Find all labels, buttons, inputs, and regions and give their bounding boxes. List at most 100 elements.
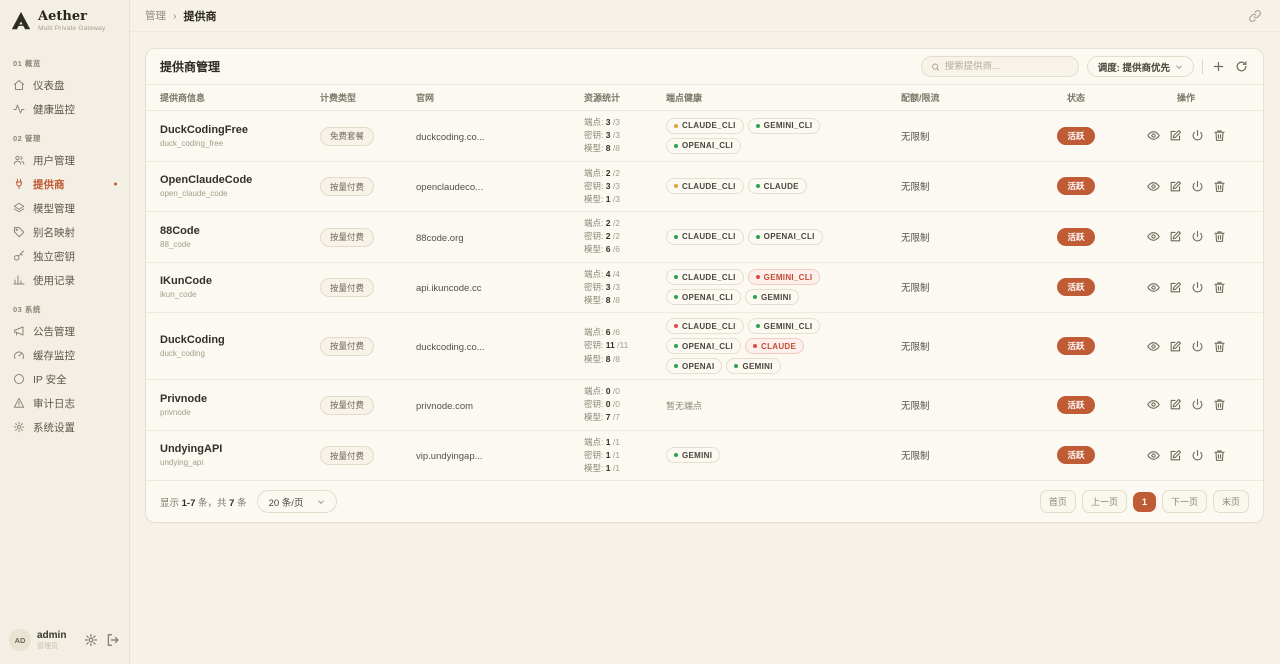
status-dot-green	[674, 364, 678, 369]
power-icon	[1191, 449, 1204, 462]
sidebar-item-model-management[interactable]: 模型管理	[0, 196, 129, 220]
sidebar-item-usage-records[interactable]: 使用记录	[0, 268, 129, 292]
search-input[interactable]	[944, 61, 1069, 72]
sidebar-item-ip-security[interactable]: IP 安全	[0, 367, 129, 391]
power-icon	[1191, 398, 1204, 411]
sidebar-item-announcements[interactable]: 公告管理	[0, 319, 129, 343]
toggle-power-button[interactable]	[1191, 281, 1204, 294]
sidebar-item-standalone-keys[interactable]: 独立密钥	[0, 244, 129, 268]
header-link-button[interactable]	[1248, 9, 1262, 23]
results-summary: 显示 1-7 条，共 7 条	[160, 497, 247, 509]
provider-name: 88Code	[160, 224, 200, 237]
endpoint-health-cell: CLAUDE_CLI GEMINI_CLI OPENAI_CLI	[666, 117, 901, 154]
status-cell: 活跃	[1031, 395, 1121, 414]
view-button[interactable]	[1146, 340, 1160, 353]
pagination-first-button[interactable]: 首页	[1039, 490, 1076, 514]
pagination-prev-button[interactable]: 上一页	[1081, 490, 1127, 514]
provider-info-cell: DuckCodingFree duck_coding_free	[160, 124, 320, 148]
endpoint-health-cell: CLAUDE_CLI GEMINI_CLI OPENAI_CLI CLAUDE OPEN…	[666, 318, 901, 375]
breadcrumb-parent[interactable]: 管理	[145, 10, 166, 22]
pagination-page-1-button[interactable]: 1	[1132, 491, 1156, 512]
toolbar-divider	[1202, 59, 1203, 74]
edit-button[interactable]	[1169, 340, 1182, 353]
health-badge: OPENAI_CLI	[666, 137, 742, 154]
key-icon	[13, 250, 25, 262]
edit-icon	[1169, 281, 1182, 294]
table-body: DuckCodingFree duck_coding_free 免费套餐 duckco…	[146, 111, 1263, 480]
link-icon	[1248, 9, 1262, 23]
edit-button[interactable]	[1169, 449, 1182, 462]
toggle-power-button[interactable]	[1191, 230, 1204, 243]
toggle-power-button[interactable]	[1191, 129, 1204, 142]
schedule-mode-dropdown[interactable]: 调度: 提供商优先	[1086, 56, 1194, 77]
refresh-button[interactable]	[1234, 59, 1249, 74]
toggle-power-button[interactable]	[1191, 398, 1204, 411]
billing-badge: 按量付费	[320, 278, 375, 298]
refresh-icon	[1235, 60, 1248, 73]
delete-button[interactable]	[1213, 230, 1226, 243]
sidebar-item-health-monitor[interactable]: 健康监控	[0, 97, 129, 121]
table-row: IKunCode ikun_code 按量付费 api.ikuncode.cc 端点: …	[146, 263, 1263, 314]
edit-button[interactable]	[1169, 281, 1182, 294]
delete-button[interactable]	[1213, 449, 1226, 462]
page-size-select[interactable]: 20 条/页	[256, 490, 338, 514]
delete-button[interactable]	[1213, 281, 1226, 294]
delete-button[interactable]	[1213, 129, 1226, 142]
edit-button[interactable]	[1169, 398, 1182, 411]
quota-text: 无限制	[901, 283, 930, 295]
search-box[interactable]	[920, 56, 1079, 77]
delete-button[interactable]	[1213, 398, 1226, 411]
status-cell: 活跃	[1031, 446, 1121, 465]
sidebar-item-alias-mapping[interactable]: 别名映射	[0, 220, 129, 244]
gear-icon	[13, 421, 25, 433]
trash-icon	[1213, 449, 1226, 462]
sidebar-item-label: 审计日志	[33, 397, 75, 410]
add-provider-button[interactable]	[1211, 59, 1226, 74]
view-button[interactable]	[1146, 281, 1160, 294]
quota-text: 无限制	[901, 182, 930, 194]
status-dot-red	[753, 344, 758, 349]
sidebar-item-user-management[interactable]: 用户管理	[0, 148, 129, 172]
sidebar-item-audit-logs[interactable]: 审计日志	[0, 391, 129, 415]
main-area: 管理 › 提供商 提供商管理 调度: 提供商优先	[130, 0, 1280, 664]
sidebar-item-cache-monitor[interactable]: 缓存监控	[0, 343, 129, 367]
stat-line: 模型: 8 /8	[584, 143, 620, 154]
resource-stats-cell: 端点: 2 /2 密钥: 3 /3 模型: 1 /3	[584, 167, 666, 207]
eye-icon	[1146, 449, 1160, 462]
logout-button[interactable]	[106, 633, 120, 647]
view-button[interactable]	[1146, 398, 1160, 411]
toggle-power-button[interactable]	[1191, 449, 1204, 462]
toggle-power-button[interactable]	[1191, 180, 1204, 193]
provider-name: Privnode	[160, 392, 208, 405]
edit-button[interactable]	[1169, 180, 1182, 193]
user-settings-button[interactable]	[84, 633, 98, 647]
status-badge: 活跃	[1057, 126, 1095, 145]
status-cell: 活跃	[1031, 227, 1121, 246]
view-button[interactable]	[1146, 180, 1160, 193]
col-resource-stats: 资源统计	[584, 93, 621, 103]
status-cell: 活跃	[1031, 337, 1121, 356]
sidebar-item-label: 仪表盘	[33, 79, 65, 92]
quota-text: 无限制	[901, 131, 930, 143]
view-button[interactable]	[1146, 449, 1160, 462]
view-button[interactable]	[1146, 129, 1160, 142]
stat-line: 端点: 1 /1	[584, 436, 620, 447]
sidebar-item-label: IP 安全	[33, 373, 67, 386]
pagination-last-button[interactable]: 末页	[1212, 490, 1249, 514]
status-badge: 活跃	[1057, 227, 1095, 246]
edit-button[interactable]	[1169, 129, 1182, 142]
sidebar-item-providers[interactable]: 提供商	[0, 172, 129, 196]
health-badge: GEMINI_CLI	[747, 269, 821, 286]
sidebar-item-system-settings[interactable]: 系统设置	[0, 415, 129, 439]
pagination-next-button[interactable]: 下一页	[1161, 490, 1207, 514]
view-button[interactable]	[1146, 230, 1160, 243]
toggle-power-button[interactable]	[1191, 340, 1204, 353]
status-badge: 活跃	[1057, 337, 1095, 356]
activity-icon	[13, 103, 25, 115]
delete-button[interactable]	[1213, 180, 1226, 193]
sidebar-item-dashboard[interactable]: 仪表盘	[0, 73, 129, 97]
delete-button[interactable]	[1213, 340, 1226, 353]
chevron-down-icon	[1175, 63, 1183, 71]
provider-code: 88_code	[160, 239, 191, 249]
edit-button[interactable]	[1169, 230, 1182, 243]
